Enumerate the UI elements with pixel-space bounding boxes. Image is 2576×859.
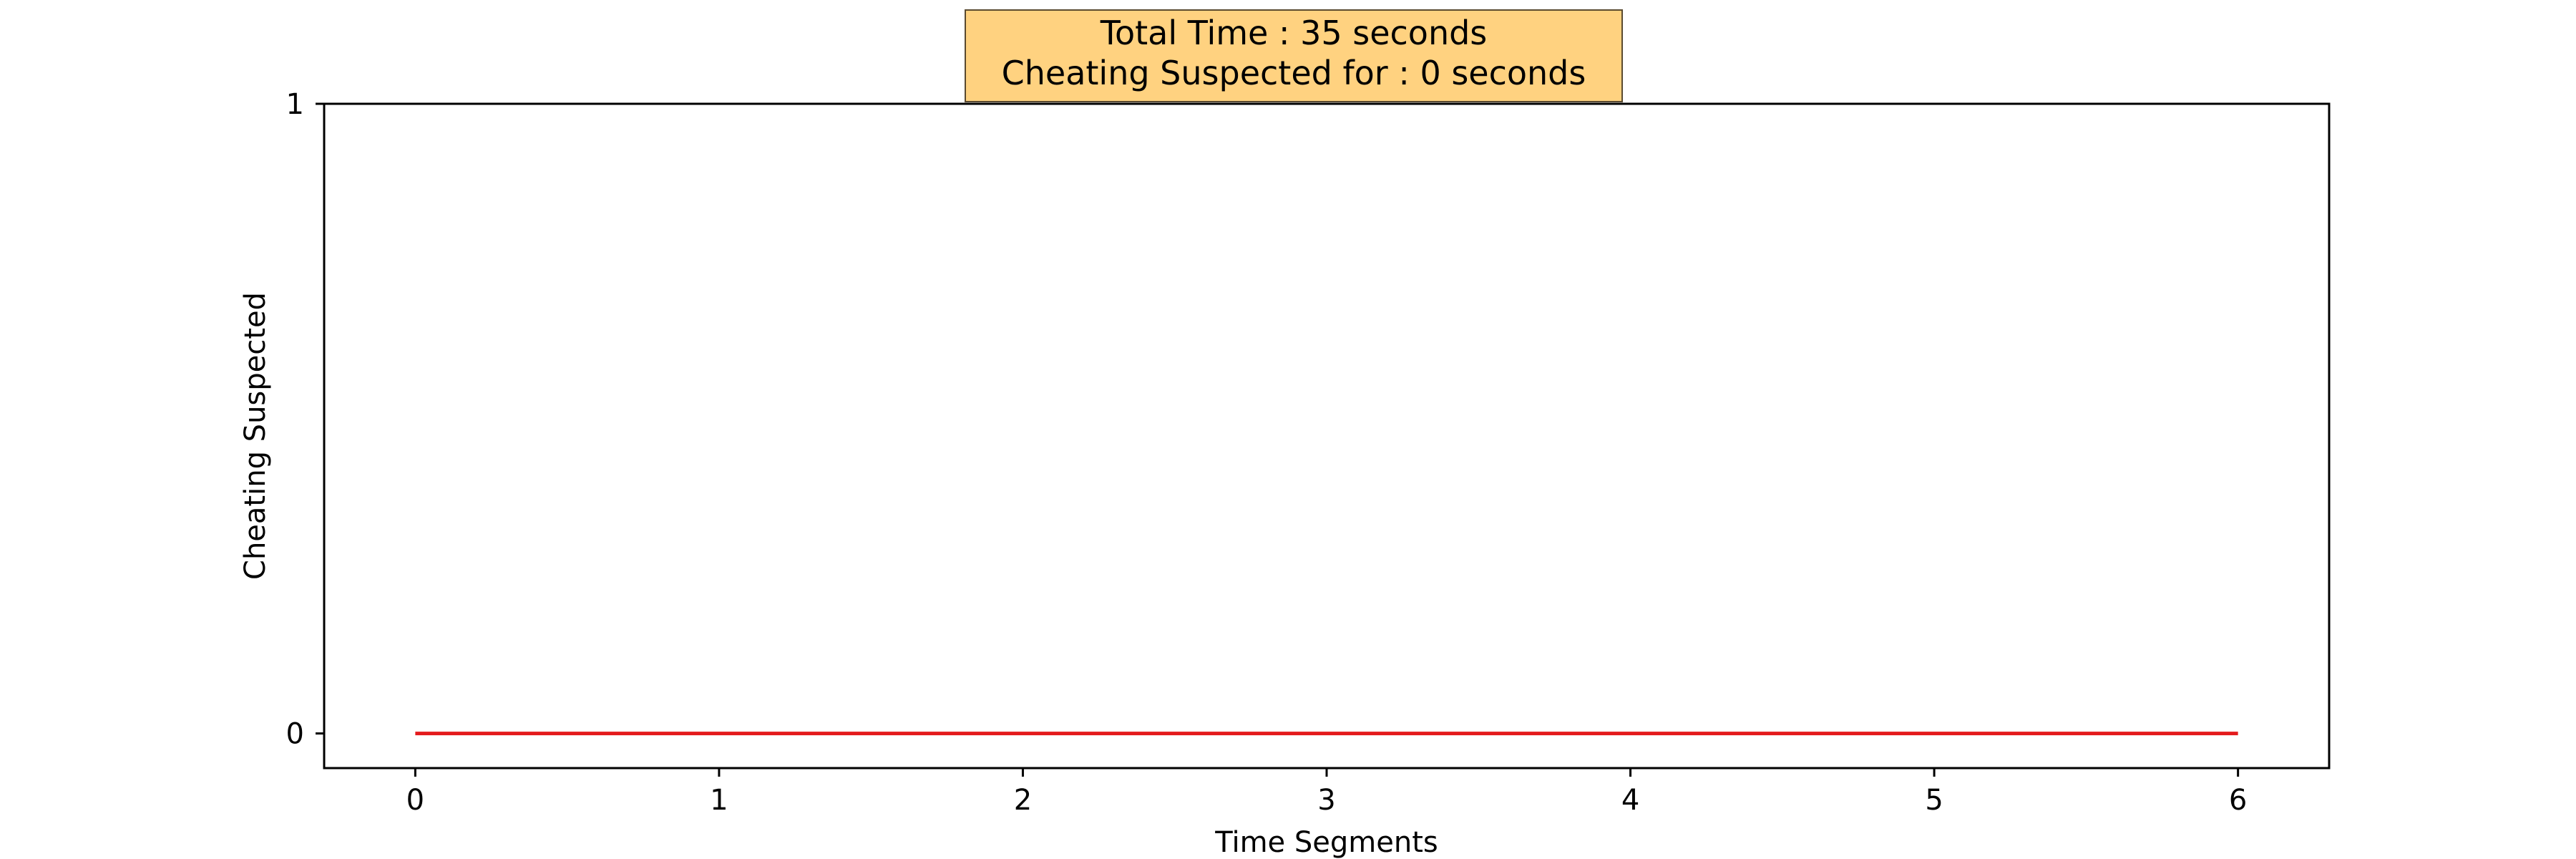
x-axis-label: Time Segments xyxy=(1214,826,1438,859)
x-axis-ticks: 0 1 2 3 4 5 6 xyxy=(406,768,2247,817)
y-tick-label: 0 xyxy=(286,718,304,751)
x-tick-label: 6 xyxy=(2229,784,2247,817)
x-tick-label: 4 xyxy=(1621,784,1639,817)
plot-area xyxy=(323,102,2331,770)
x-tick-label: 1 xyxy=(710,784,728,817)
title-box-background xyxy=(965,9,1623,102)
x-tick-label: 3 xyxy=(1317,784,1335,817)
chart-title-box: Total Time : 35 seconds Cheating Suspect… xyxy=(965,9,1623,102)
x-tick-label: 0 xyxy=(406,784,424,817)
chart-title-line-1: Total Time : 35 seconds xyxy=(1100,14,1488,52)
y-tick-label: 1 xyxy=(286,88,304,121)
x-tick-label: 5 xyxy=(1925,784,1943,817)
y-axis-label: Cheating Suspected xyxy=(239,292,272,580)
chart-title-line-2: Cheating Suspected for : 0 seconds xyxy=(1002,54,1586,92)
x-tick-label: 2 xyxy=(1014,784,1032,817)
y-axis-ticks: 01 xyxy=(286,88,324,751)
